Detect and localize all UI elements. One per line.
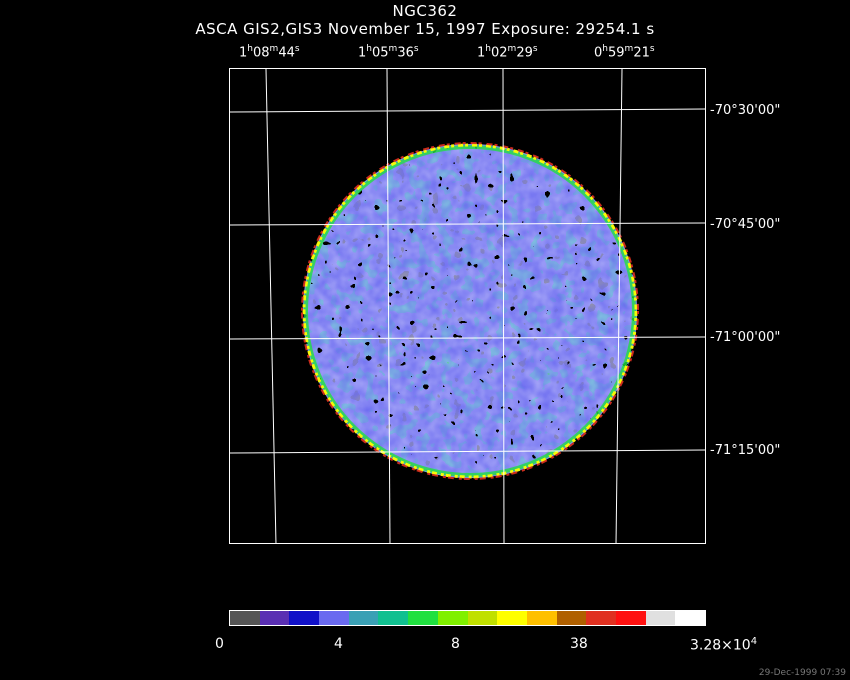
colorbar-swatch-11 xyxy=(556,611,587,625)
dec-label-4: -71°15'00" xyxy=(710,443,781,458)
xray-image-panel xyxy=(229,68,706,544)
colorbar-swatch-9 xyxy=(497,611,527,625)
timestamp: 29-Dec-1999 07:39 xyxy=(758,668,846,678)
coordinate-grid xyxy=(230,69,705,543)
ra-label-4: 0h59m21s xyxy=(594,44,655,61)
xray-image xyxy=(230,69,705,543)
colorbar-swatch-7 xyxy=(437,611,468,625)
colorbar-swatch-8 xyxy=(467,611,498,625)
dec-label-2: -70°45'00" xyxy=(710,217,781,232)
dec-label-3: -71°00'00" xyxy=(710,330,781,345)
colorbar-label-0: 0 xyxy=(215,636,224,652)
colorbar-swatch-4 xyxy=(348,611,379,625)
ra-label-1: 1h08m44s xyxy=(239,44,300,61)
colorbar-swatch-5 xyxy=(378,611,409,625)
colorbar-swatch-2 xyxy=(289,611,320,625)
colorbar-label-8: 8 xyxy=(451,636,460,652)
colorbar-swatch-15 xyxy=(675,611,705,625)
colorbar-swatch-12 xyxy=(586,611,616,625)
colorbar-swatch-13 xyxy=(615,611,646,625)
image-title: NGC362 xyxy=(392,2,458,20)
colorbar-swatch-0 xyxy=(230,611,260,625)
colorbar-swatch-6 xyxy=(408,611,438,625)
ra-label-3: 1h02m29s xyxy=(477,44,538,61)
colorbar-label-38: 38 xyxy=(570,636,588,652)
colorbar-swatch-1 xyxy=(259,611,290,625)
colorbar-swatch-3 xyxy=(319,611,349,625)
colorbar-label-4: 4 xyxy=(334,636,343,652)
colorbar-label-max: 3.28×104 xyxy=(690,636,758,654)
image-subtitle: ASCA GIS2,GIS3 November 15, 1997 Exposur… xyxy=(195,20,655,38)
colorbar-swatch-10 xyxy=(526,611,557,625)
dec-label-1: -70°30'00" xyxy=(710,103,781,118)
colorbar-swatch-14 xyxy=(645,611,676,625)
colorbar xyxy=(229,610,706,626)
ra-label-2: 1h05m36s xyxy=(358,44,419,61)
